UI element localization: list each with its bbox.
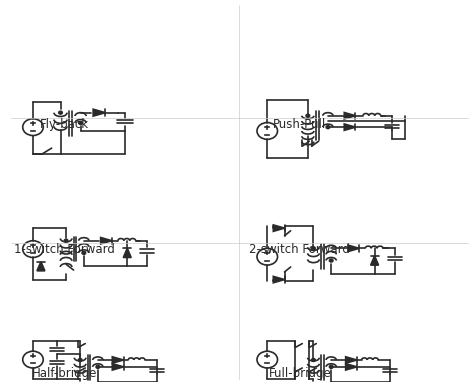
Polygon shape <box>346 357 357 363</box>
Circle shape <box>329 365 333 368</box>
Polygon shape <box>112 364 124 370</box>
Circle shape <box>329 259 333 262</box>
Polygon shape <box>37 262 45 271</box>
Polygon shape <box>100 238 112 244</box>
Circle shape <box>79 121 82 124</box>
Polygon shape <box>93 109 105 116</box>
Text: Fly-back: Fly-back <box>40 118 89 131</box>
Text: Full-bridge: Full-bridge <box>269 367 331 380</box>
Text: 1-switch Forward: 1-switch Forward <box>14 243 115 256</box>
Circle shape <box>96 365 100 368</box>
Circle shape <box>306 114 310 117</box>
Text: Push-Pull: Push-Pull <box>273 118 327 131</box>
Polygon shape <box>273 276 284 283</box>
Text: Half-bridge: Half-bridge <box>32 367 97 380</box>
Circle shape <box>82 251 86 254</box>
Polygon shape <box>348 245 359 251</box>
Circle shape <box>64 239 68 242</box>
Circle shape <box>311 358 315 362</box>
Polygon shape <box>371 256 379 265</box>
Polygon shape <box>344 112 356 119</box>
Polygon shape <box>123 248 131 258</box>
Circle shape <box>326 126 330 129</box>
Circle shape <box>78 358 82 362</box>
Polygon shape <box>346 364 357 370</box>
Circle shape <box>311 247 315 250</box>
Polygon shape <box>344 124 356 131</box>
Polygon shape <box>112 357 124 363</box>
Text: 2-switch Forward: 2-switch Forward <box>249 243 350 256</box>
Circle shape <box>59 111 63 114</box>
Polygon shape <box>273 225 284 231</box>
